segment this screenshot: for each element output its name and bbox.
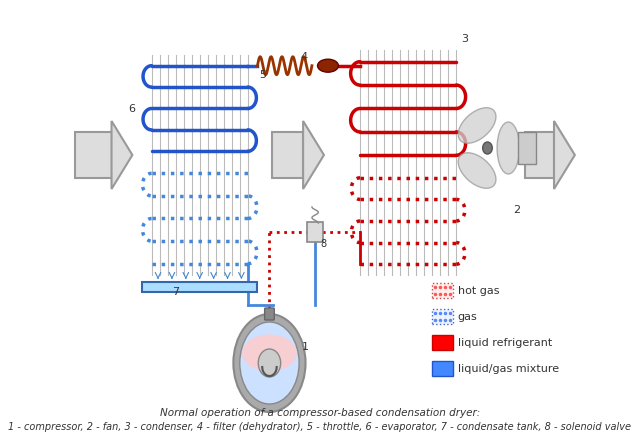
Text: 2: 2 (513, 205, 520, 215)
Text: 4: 4 (300, 52, 307, 62)
Ellipse shape (458, 153, 496, 188)
FancyBboxPatch shape (264, 308, 275, 320)
Ellipse shape (317, 59, 339, 72)
FancyBboxPatch shape (432, 361, 453, 376)
Text: 8: 8 (320, 239, 326, 249)
Bar (518, 132, 536, 164)
Text: Normal operation of a compressor-based condensation dryer:: Normal operation of a compressor-based c… (160, 408, 480, 418)
Text: hot gas: hot gas (458, 285, 499, 296)
Text: liquid refrigerant: liquid refrigerant (458, 337, 552, 348)
Bar (525, 132, 554, 178)
Circle shape (483, 142, 492, 154)
FancyBboxPatch shape (307, 222, 323, 242)
Polygon shape (111, 121, 132, 189)
Text: 3: 3 (461, 34, 468, 44)
Ellipse shape (234, 314, 305, 412)
Ellipse shape (497, 122, 520, 174)
FancyBboxPatch shape (432, 335, 453, 350)
Circle shape (258, 349, 281, 377)
Ellipse shape (458, 108, 496, 143)
Bar (75, 132, 111, 178)
Polygon shape (303, 121, 324, 189)
Bar (142, 282, 257, 292)
Ellipse shape (242, 334, 297, 372)
Text: 5: 5 (259, 70, 266, 80)
Text: 1 - compressor, 2 - fan, 3 - condenser, 4 - filter (dehydrator), 5 - throttle, 6: 1 - compressor, 2 - fan, 3 - condenser, … (8, 422, 632, 432)
FancyBboxPatch shape (432, 283, 453, 298)
Text: liquid/gas mixture: liquid/gas mixture (458, 364, 559, 373)
Polygon shape (554, 121, 575, 189)
Text: 7: 7 (172, 287, 179, 297)
Text: 6: 6 (128, 104, 135, 114)
Text: gas: gas (458, 312, 477, 321)
Ellipse shape (240, 322, 299, 404)
Text: 1: 1 (302, 342, 309, 352)
Bar (272, 132, 303, 178)
FancyBboxPatch shape (432, 309, 453, 324)
